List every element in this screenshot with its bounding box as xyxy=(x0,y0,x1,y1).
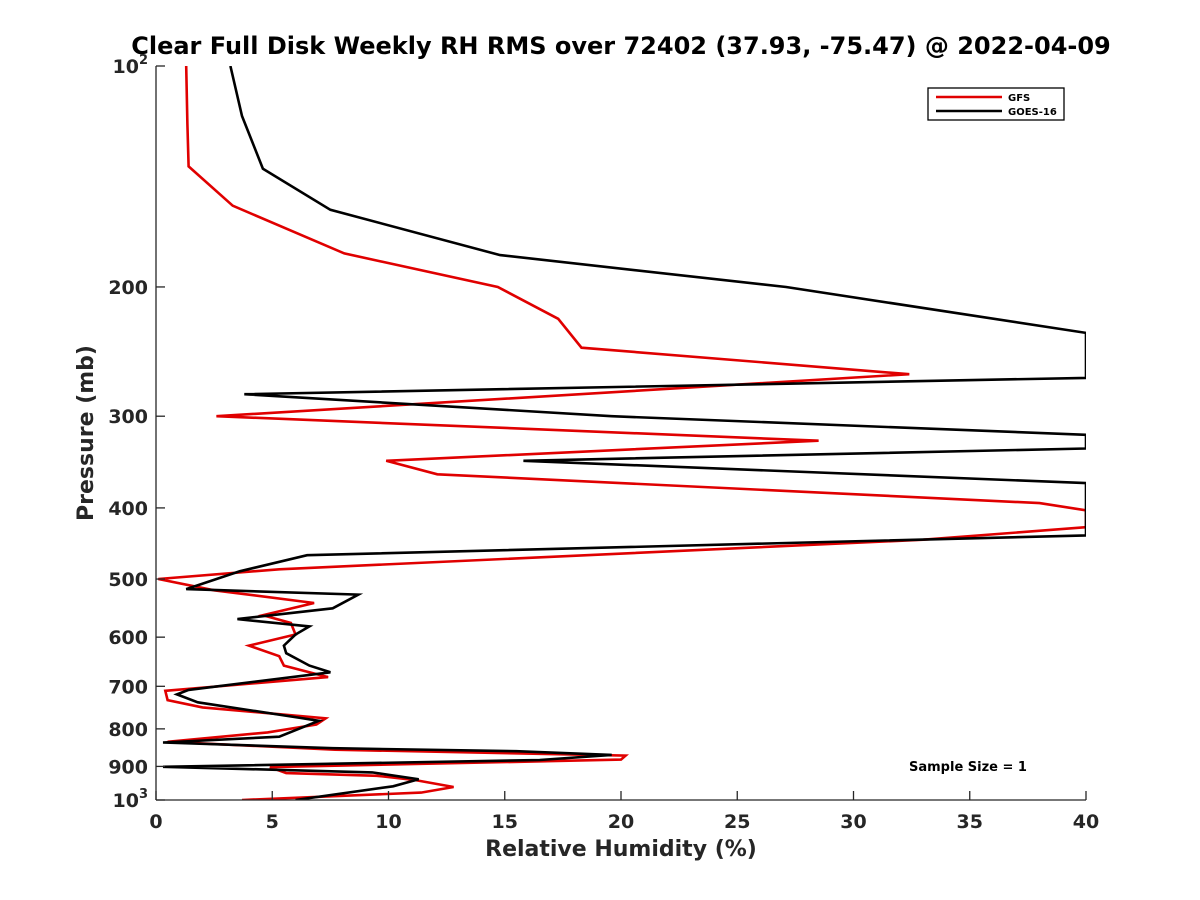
x-tick-label: 10 xyxy=(375,811,401,833)
series-line-goes-16 xyxy=(162,66,1086,800)
x-tick-label: 15 xyxy=(492,811,518,833)
legend-box xyxy=(927,87,1065,121)
x-tick-label: 35 xyxy=(957,811,983,833)
x-tick-label: 20 xyxy=(608,811,634,833)
series-line-gfs xyxy=(158,66,1086,800)
y-tick-label: 200 xyxy=(108,277,148,299)
y-tick-label: 300 xyxy=(108,406,148,428)
y-axis-ticks: 102 200 300 400 500 600 700 800 900 103 xyxy=(108,53,165,812)
plot-area xyxy=(155,66,1086,801)
x-axis-label: Relative Humidity (%) xyxy=(485,837,757,862)
y-tick-label: 102 xyxy=(113,53,149,78)
legend: GFS GOES-16 xyxy=(927,87,1065,121)
y-tick-label: 500 xyxy=(108,569,148,591)
y-tick-label: 900 xyxy=(108,756,148,778)
y-axis-label: Pressure (mb) xyxy=(74,345,99,521)
y-tick-label: 800 xyxy=(108,719,148,741)
y-tick-label: 400 xyxy=(108,498,148,520)
y-tick-label: 700 xyxy=(108,676,148,698)
x-tick-label: 5 xyxy=(266,811,279,833)
chart-title: Clear Full Disk Weekly RH RMS over 72402… xyxy=(131,32,1111,60)
legend-label-gfs: GFS xyxy=(1008,93,1030,104)
y-tick-label: 103 xyxy=(113,787,149,812)
x-tick-label: 30 xyxy=(840,811,866,833)
y-tick-label: 600 xyxy=(108,627,148,649)
x-tick-label: 25 xyxy=(724,811,750,833)
series-layer xyxy=(158,66,1086,800)
x-tick-label: 0 xyxy=(149,811,162,833)
x-axis-ticks: 0 5 10 15 20 25 30 35 40 xyxy=(149,791,1099,833)
legend-label-goes-16: GOES-16 xyxy=(1008,107,1057,118)
sample-size-annotation: Sample Size = 1 xyxy=(909,760,1027,775)
x-tick-label: 40 xyxy=(1073,811,1099,833)
